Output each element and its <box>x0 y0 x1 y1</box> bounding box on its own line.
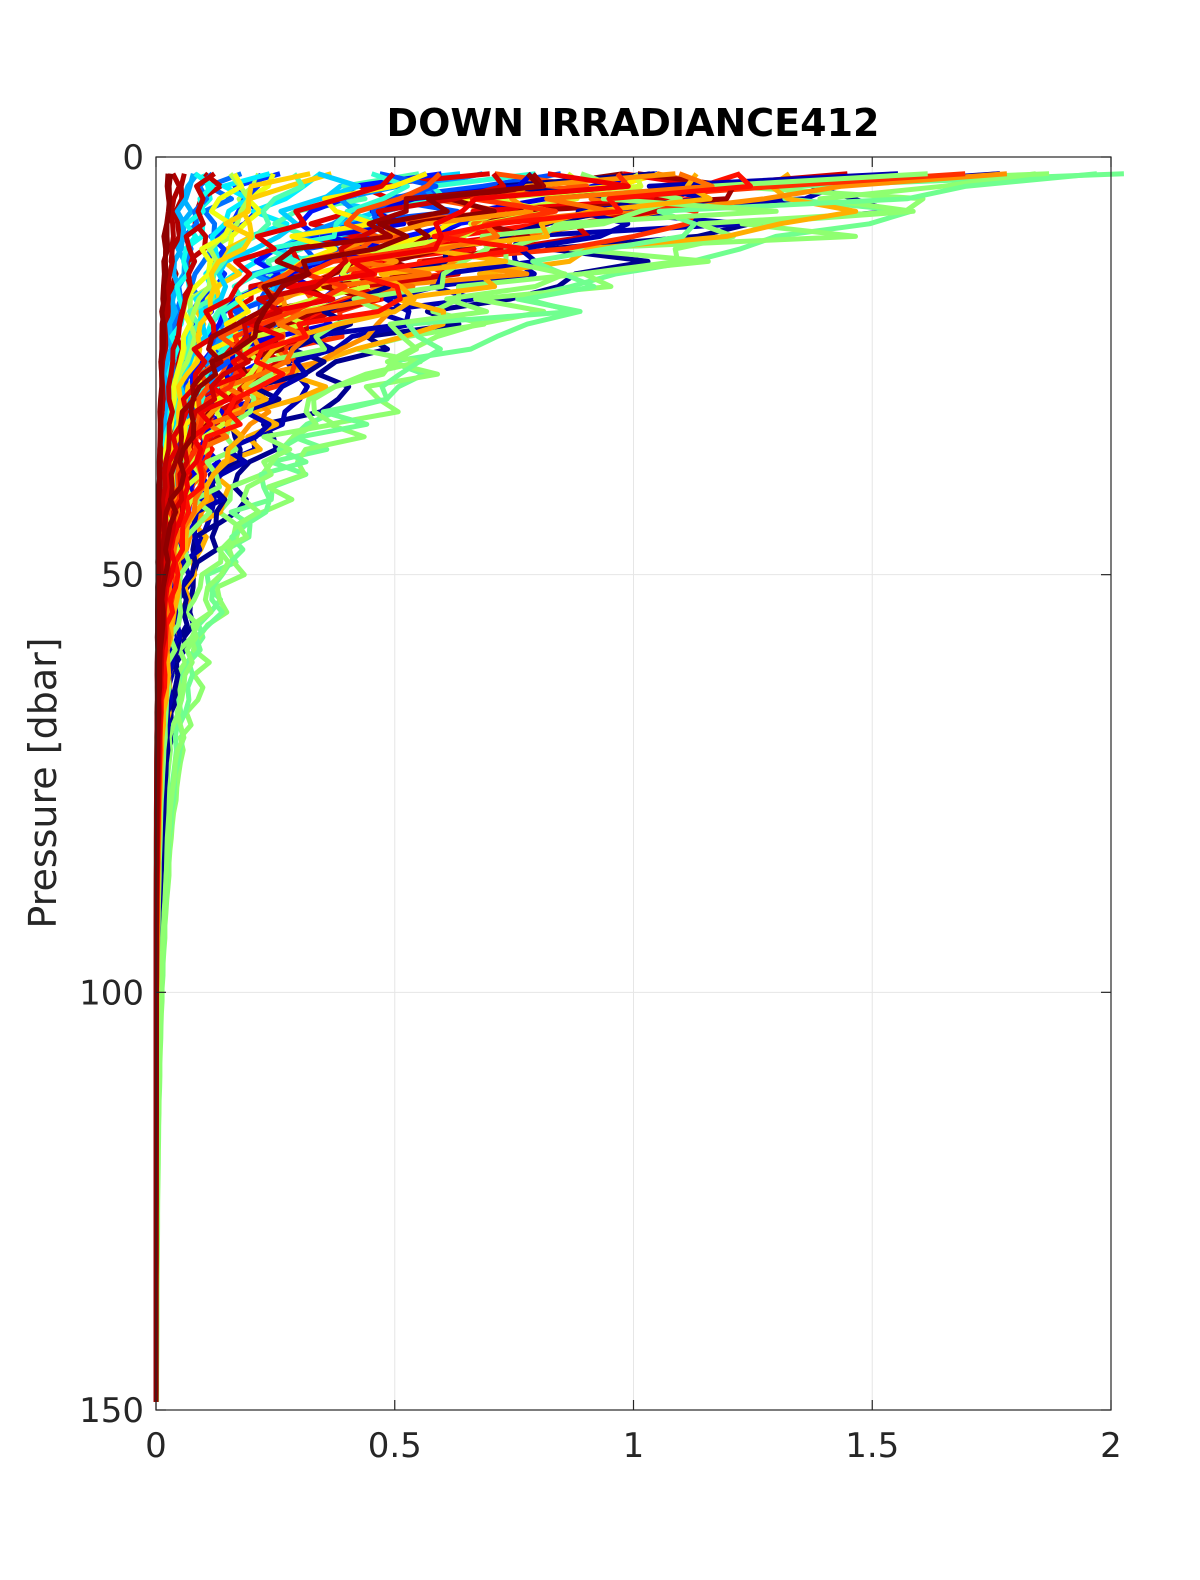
y-tick-label: 50 <box>101 556 144 596</box>
y-tick-label: 150 <box>79 1391 144 1431</box>
y-tick-label: 0 <box>122 138 144 178</box>
x-tick-label: 1 <box>623 1426 645 1466</box>
x-tick-label: 0.5 <box>368 1426 422 1466</box>
y-tick-label: 100 <box>79 973 144 1013</box>
x-tick-label: 0 <box>145 1426 167 1466</box>
ticks: 0 0.5 1 1.5 2 0 50 100 150 <box>79 138 1122 1466</box>
chart-title: DOWN IRRADIANCE412 <box>387 101 880 145</box>
x-tick-label: 2 <box>1100 1426 1122 1466</box>
y-axis-label: Pressure [dbar] <box>21 637 65 928</box>
x-tick-label: 1.5 <box>845 1426 899 1466</box>
